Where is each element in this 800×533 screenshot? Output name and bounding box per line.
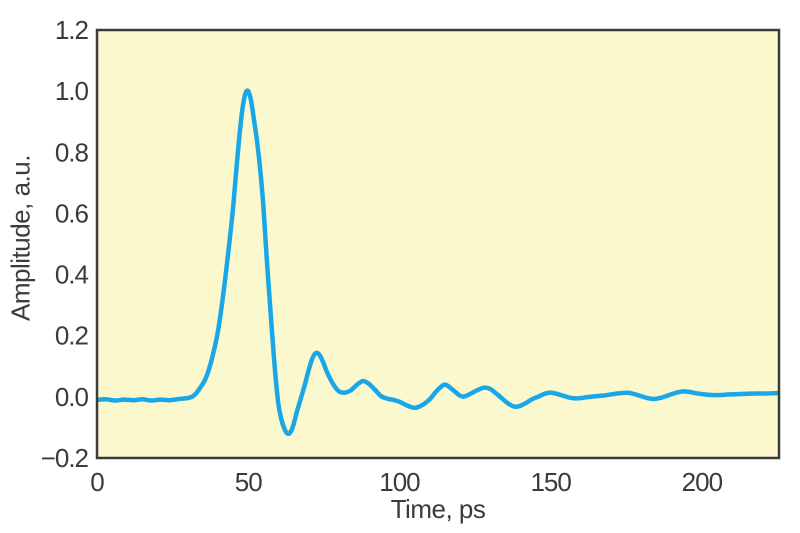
y-tick-label: 1.0 [55,76,89,106]
x-tick-label: 200 [682,467,723,497]
y-tick-label: 1.2 [55,15,89,45]
y-tick-label: −0.2 [41,443,89,473]
y-tick-label: 0.2 [55,321,89,351]
x-tick-label: 0 [90,467,104,497]
y-tick-label: 0.0 [55,382,89,412]
y-axis-title: Amplitude, a.u. [5,155,36,321]
x-tick-label: 50 [235,467,262,497]
y-tick-label: 0.8 [55,137,89,167]
x-tick-label: 150 [530,467,571,497]
plot-frame [95,28,781,460]
pulse-trace [97,88,779,436]
x-tick-label: 100 [379,467,420,497]
x-axis-title: Time, ps [390,494,486,524]
y-tick-label: 0.4 [55,260,89,290]
y-tick-label: 0.6 [55,198,89,228]
